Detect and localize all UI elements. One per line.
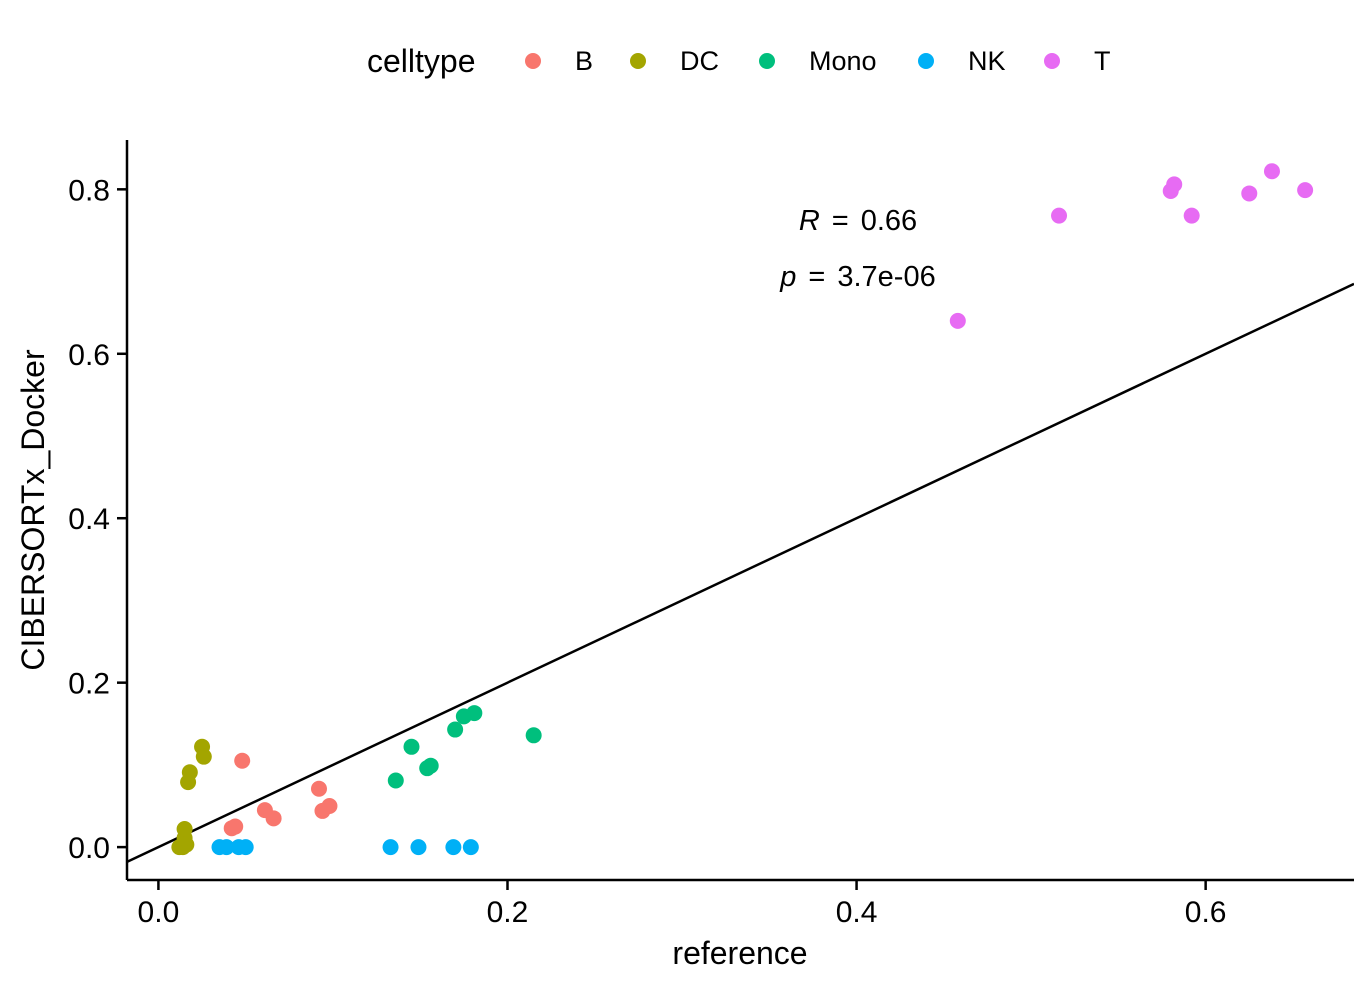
y-tick-label: 0.0: [68, 832, 110, 865]
y-tick-label: 0.4: [68, 503, 110, 536]
plot-area: [127, 163, 1354, 864]
data-point-nk: [445, 839, 462, 856]
legend-swatch: [759, 53, 775, 69]
r-equals: =: [832, 205, 849, 237]
legend-label: DC: [680, 46, 719, 76]
legend-item-mono: Mono: [759, 46, 877, 76]
series-t: [949, 163, 1314, 329]
correlation-annotation: R = 0.66 p = 3.7e-06: [779, 205, 935, 293]
x-axis-title: reference: [672, 935, 807, 971]
legend-label: T: [1094, 46, 1111, 76]
data-point-t: [1051, 207, 1068, 224]
data-point-dc: [195, 748, 212, 765]
legend-item-dc: DC: [630, 46, 719, 76]
data-point-t: [1263, 163, 1280, 180]
data-point-b: [265, 810, 282, 827]
y-axis-title: CIBERSORTx_Docker: [15, 349, 51, 671]
series-nk: [211, 839, 479, 856]
data-point-nk: [462, 839, 479, 856]
data-point-t: [1166, 176, 1183, 193]
p-value: 3.7e-06: [837, 261, 935, 293]
data-point-nk: [410, 839, 427, 856]
data-point-mono: [387, 772, 404, 789]
y-axis-ticks: 0.0 0.2 0.4 0.6 0.8: [68, 174, 127, 865]
p-equals: =: [808, 261, 825, 293]
data-point-b: [310, 780, 327, 797]
y-tick-label: 0.8: [68, 174, 110, 207]
series-mono: [387, 705, 542, 789]
x-tick-label: 0.2: [487, 896, 529, 929]
reference-line: [127, 282, 1354, 864]
data-point-dc: [181, 764, 198, 781]
y-tick-label: 0.6: [68, 339, 110, 372]
legend-label: NK: [968, 46, 1006, 76]
data-point-mono: [525, 727, 542, 744]
legend-swatch: [1044, 53, 1060, 69]
data-point-mono: [403, 738, 420, 755]
data-point-mono: [422, 757, 439, 774]
x-tick-label: 0.4: [836, 896, 878, 929]
data-point-b: [234, 752, 251, 769]
series-dc: [171, 738, 212, 856]
x-axis-ticks: 0.0 0.2 0.4 0.6: [138, 880, 1227, 929]
legend-swatch: [525, 53, 541, 69]
p-symbol: p: [779, 261, 796, 293]
data-point-nk: [382, 839, 399, 856]
data-point-t: [1297, 182, 1314, 199]
p-annotation: p = 3.7e-06: [779, 261, 935, 293]
legend-label: B: [575, 46, 593, 76]
data-point-t: [1183, 207, 1200, 224]
legend-title: celltype: [367, 43, 476, 79]
legend-item-b: B: [525, 46, 593, 76]
legend-item-t: T: [1044, 46, 1111, 76]
r-value: 0.66: [861, 205, 917, 237]
series-b: [223, 752, 338, 837]
legend-swatch: [918, 53, 934, 69]
x-tick-label: 0.0: [138, 896, 180, 929]
data-point-b: [227, 818, 244, 835]
data-point-nk: [218, 839, 235, 856]
data-point-t: [949, 312, 966, 329]
r-symbol: R: [799, 205, 820, 237]
data-point-b: [321, 798, 338, 814]
x-tick-label: 0.6: [1185, 896, 1227, 929]
legend: celltype B DC Mono NK T: [367, 43, 1111, 79]
data-point-mono: [466, 705, 483, 722]
r-annotation: R = 0.66: [799, 205, 917, 237]
legend-item-nk: NK: [918, 46, 1006, 76]
data-point-dc: [176, 821, 193, 838]
data-point-mono: [447, 721, 464, 738]
legend-swatch: [630, 53, 646, 69]
data-point-nk: [237, 839, 254, 856]
y-tick-label: 0.2: [68, 668, 110, 701]
legend-label: Mono: [809, 46, 877, 76]
data-point-t: [1241, 185, 1258, 202]
